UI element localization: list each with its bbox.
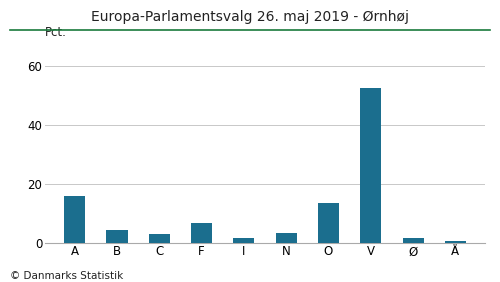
Bar [64,196,85,243]
Text: Pct.: Pct. [45,26,67,39]
Bar [445,241,466,243]
Text: © Danmarks Statistik: © Danmarks Statistik [10,271,123,281]
Bar [191,223,212,243]
Bar [148,234,170,243]
Bar [318,203,339,243]
Bar [276,233,296,243]
Text: Europa-Parlamentsvalg 26. maj 2019 - Ørnhøj: Europa-Parlamentsvalg 26. maj 2019 - Ørn… [91,10,409,24]
Bar [360,88,382,243]
Bar [106,230,128,243]
Bar [234,238,254,243]
Bar [402,237,423,243]
